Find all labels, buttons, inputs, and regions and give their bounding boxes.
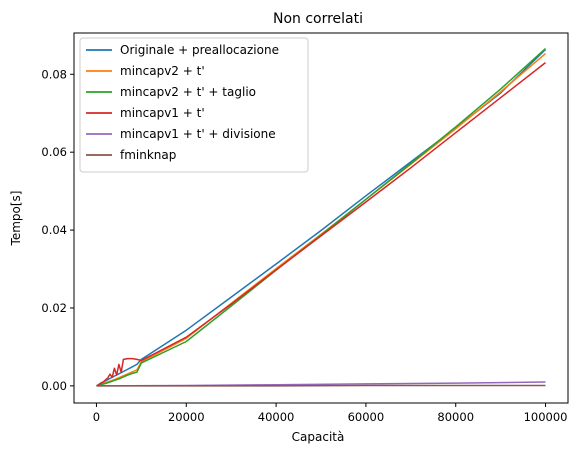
y-tick-label: 0.04 xyxy=(41,223,67,237)
series-line-2 xyxy=(96,48,547,387)
legend-entry: mincapv1 + t' + divisione xyxy=(120,127,276,141)
x-axis: 0 20000 40000 60000 80000 100000 xyxy=(93,403,568,424)
x-tick-label: 40000 xyxy=(258,410,295,424)
x-tick-label: 60000 xyxy=(348,410,385,424)
legend-entry: mincapv2 + t' + taglio xyxy=(120,85,256,99)
x-tick-label: 0 xyxy=(93,410,100,424)
legend-entry: Originale + preallocazione xyxy=(120,43,279,57)
legend-entry: mincapv1 + t' xyxy=(120,106,205,120)
legend-entry: fminknap xyxy=(120,148,176,162)
legend-box xyxy=(79,37,309,173)
x-tick-label: 20000 xyxy=(168,410,205,424)
y-tick-label: 0.06 xyxy=(41,145,67,159)
x-tick-label: 100000 xyxy=(524,410,568,424)
legend-entry: mincapv2 + t' xyxy=(120,64,205,78)
x-tick-label: 80000 xyxy=(437,410,474,424)
y-tick-label: 0.00 xyxy=(41,379,67,393)
legend: Originale + preallocazione mincapv2 + t' m… xyxy=(79,37,309,173)
plot-area xyxy=(96,48,547,387)
y-axis: 0.00 0.02 0.04 0.06 0.08 xyxy=(41,67,74,393)
x-axis-label: Capacità xyxy=(292,430,345,444)
series-line-0 xyxy=(96,48,547,387)
y-axis-label: Tempo[s] xyxy=(9,191,23,247)
chart-title: Non correlati xyxy=(273,11,363,27)
y-tick-label: 0.08 xyxy=(41,67,67,81)
series-line-3 xyxy=(96,62,546,387)
y-tick-label: 0.02 xyxy=(41,301,67,315)
plot-frame xyxy=(73,32,569,404)
